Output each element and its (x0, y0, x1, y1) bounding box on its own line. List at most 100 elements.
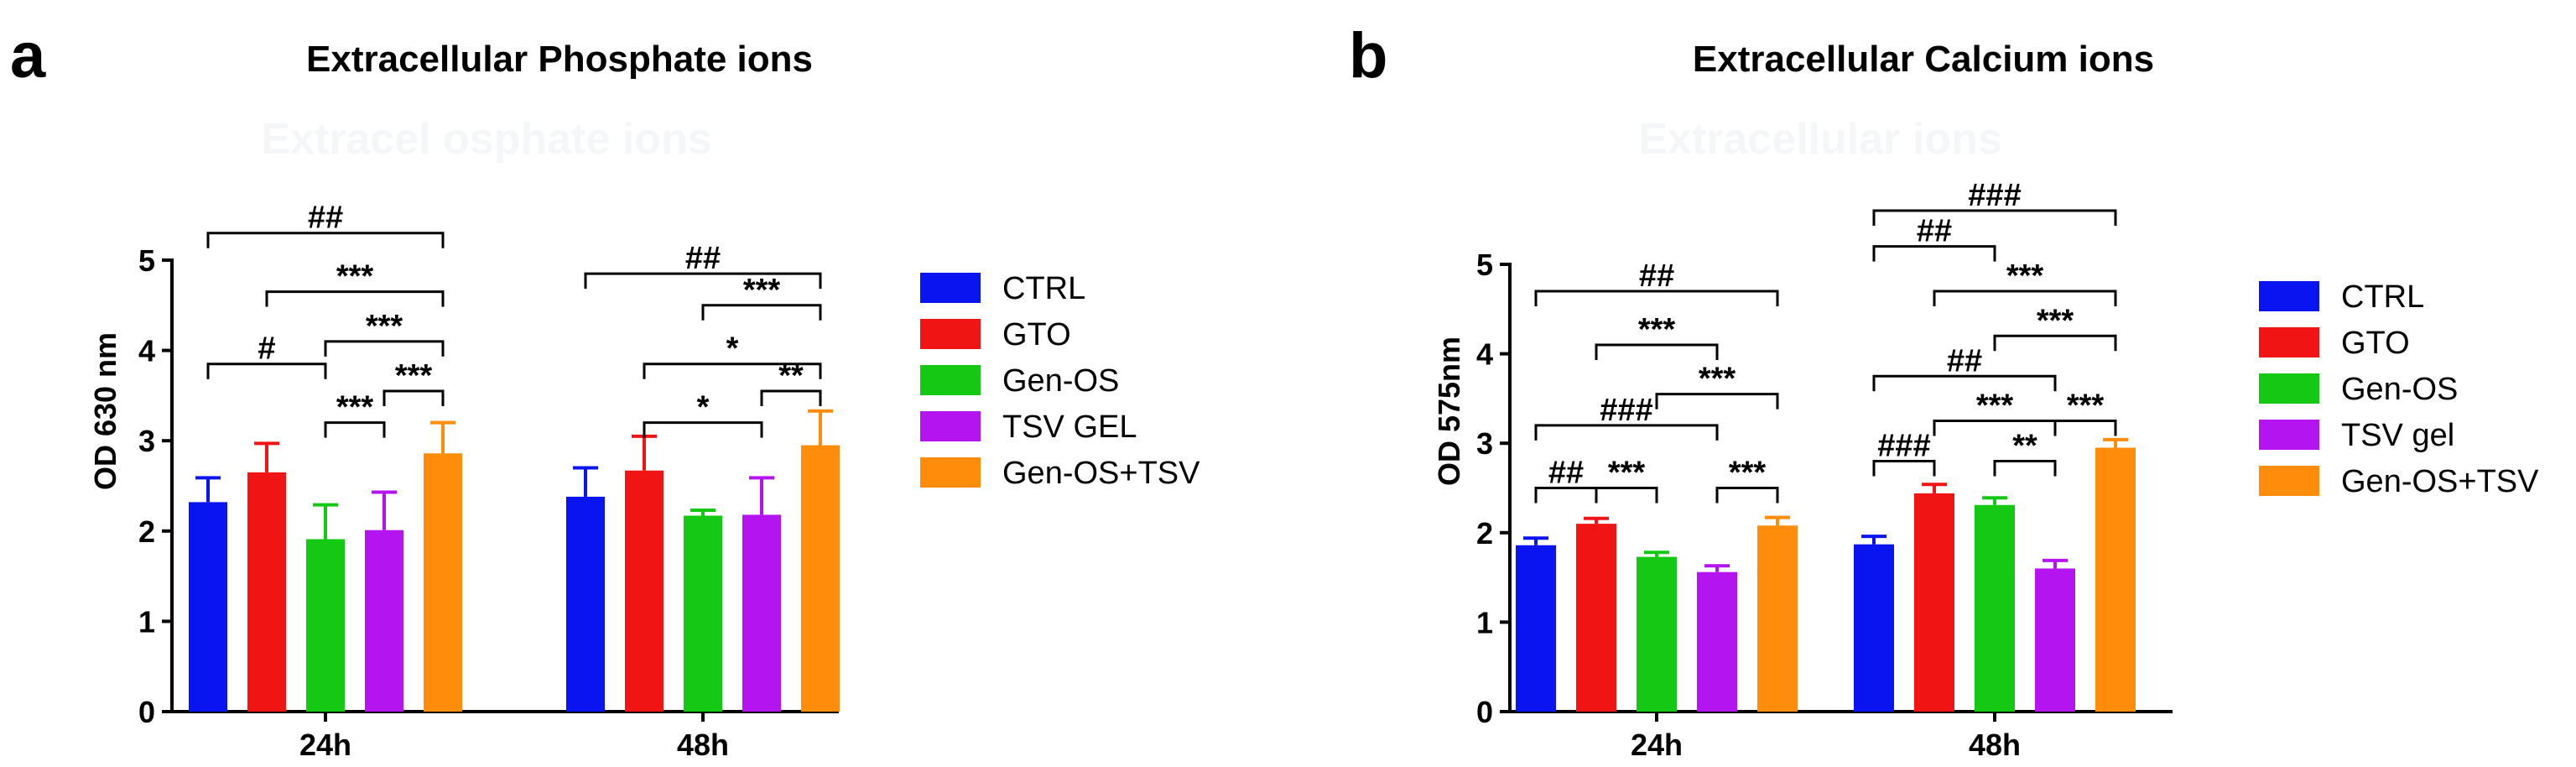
sig-bracket-b (1595, 343, 1719, 360)
legend-swatch-a (920, 411, 981, 441)
legend-swatch-b (2259, 420, 2319, 450)
sig-bracket-b (1655, 393, 1779, 410)
sig-bracket-a (324, 340, 445, 357)
bar-a-gen-os-tsv-24h (424, 453, 462, 712)
legend-swatch-a (920, 457, 981, 488)
x-tick-label-a: 24h (299, 728, 351, 762)
sig-bracket-b (1933, 290, 2117, 306)
sig-bracket-a (643, 363, 822, 379)
sig-label-b: ** (2012, 429, 2037, 464)
chart-title-a: Extracellular Phosphate ions (306, 39, 813, 80)
legend-label-b: Gen-OS (2341, 372, 2458, 407)
legend-swatch-b (2259, 327, 2319, 357)
sig-bracket-b (1872, 209, 2117, 227)
legend-label-b: GTO (2341, 326, 2410, 361)
bar-a-gen-os-24h (306, 539, 345, 712)
y-tick-label-b: 4 (1476, 337, 1493, 372)
bar-a-ctrl-48h (566, 496, 605, 712)
sig-bracket-a (584, 272, 822, 290)
sig-label-b: ### (1968, 178, 2021, 213)
sig-bracket-a (760, 389, 822, 407)
legend-label-a: CTRL (1002, 271, 1085, 306)
y-tick-label-b: 5 (1476, 248, 1493, 282)
y-tick-label-a: 5 (138, 243, 155, 278)
sig-bracket-a (643, 421, 763, 438)
legend-label-b: Gen-OS+TSV (2341, 464, 2539, 499)
sig-label-b: *** (1976, 389, 2014, 424)
sig-bracket-b (1993, 460, 2057, 477)
bar-b-gen-os-tsv-24h (1757, 525, 1798, 712)
bar-a-gto-24h (247, 472, 286, 712)
sig-label-b: *** (1699, 362, 1736, 397)
bar-b-tsv-gel-24h (1697, 571, 1737, 712)
sig-label-a: *** (366, 309, 403, 344)
sig-label-b: ### (1877, 429, 1930, 464)
y-tick-label-a: 4 (138, 334, 155, 368)
panel-letter-a: a (10, 20, 46, 91)
bar-a-gto-48h (625, 470, 664, 712)
bar-b-tsv-gel-48h (2035, 568, 2075, 712)
y-tick-label-b: 0 (1476, 695, 1493, 729)
sig-bracket-a (701, 304, 822, 321)
y-tick-label-b: 3 (1476, 426, 1493, 461)
y-tick-label-b: 2 (1476, 516, 1493, 550)
bar-a-tsv-gel-24h (365, 530, 403, 712)
x-tick-label-b: 48h (1969, 728, 2021, 762)
legend-label-a: Gen-OS (1002, 363, 1119, 399)
y-tick-label-a: 2 (138, 514, 155, 549)
legend-label-a: GTO (1002, 317, 1071, 352)
sig-label-b: ## (1639, 258, 1674, 294)
sig-bracket-b (1933, 420, 2057, 436)
sig-label-a: * (697, 390, 710, 425)
sig-bracket-a (382, 389, 445, 407)
y-tick-label-a: 0 (138, 695, 155, 729)
sig-bracket-b (1595, 487, 1658, 504)
legend-swatch-a (920, 273, 981, 303)
sig-label-b: *** (2037, 303, 2074, 338)
sig-label-b: ## (1947, 343, 1982, 378)
panel-letter-b: b (1349, 20, 1387, 91)
sig-label-b: *** (1729, 456, 1767, 491)
legend-swatch-b (2259, 281, 2319, 311)
sig-bracket-b (1872, 245, 1996, 262)
bar-b-gen-os-tsv-48h (2095, 447, 2136, 712)
bar-b-gto-24h (1576, 524, 1616, 712)
bar-b-gen-os-48h (1975, 504, 2015, 712)
x-tick-label-a: 48h (677, 728, 729, 762)
sig-bracket-b (1534, 290, 1779, 306)
bar-a-ctrl-24h (189, 502, 227, 712)
ghost-title-a: Extracel osphate ions (261, 115, 712, 164)
y-tick-label-a: 3 (138, 424, 155, 458)
sig-label-b: ## (1548, 456, 1584, 491)
y-tick-label-b: 1 (1476, 605, 1493, 639)
sig-bracket-a (265, 290, 445, 307)
bar-a-gen-os-tsv-48h (801, 445, 840, 712)
x-tick-label-b: 24h (1631, 728, 1683, 762)
sig-label-a: *** (336, 390, 374, 425)
sig-bracket-b (1993, 334, 2117, 352)
sig-label-b: *** (1608, 456, 1646, 491)
y-tick-label-a: 1 (138, 604, 155, 639)
sig-bracket-a (206, 232, 445, 248)
sig-label-a: *** (743, 273, 781, 308)
legend-label-a: Gen-OS+TSV (1002, 456, 1200, 491)
sig-label-b: *** (2067, 389, 2105, 424)
chart-title-b: Extracellular Calcium ions (1693, 39, 2154, 80)
legend-label-b: CTRL (2341, 279, 2424, 315)
sig-label-b: *** (1638, 312, 1676, 347)
y-axis-label-b: OD 575nm (1432, 337, 1466, 486)
bar-a-gen-os-48h (684, 515, 722, 712)
sig-bracket-b (1872, 460, 1936, 477)
sig-label-b: *** (2006, 258, 2044, 294)
bar-a-tsv-gel-48h (742, 514, 781, 712)
sig-label-a: # (258, 331, 275, 367)
bar-b-ctrl-24h (1516, 545, 1556, 712)
sig-bracket-b (1534, 424, 1719, 441)
bar-b-gen-os-24h (1637, 556, 1677, 712)
sig-label-a: ## (685, 241, 721, 276)
legend-swatch-b (2259, 373, 2319, 404)
legend-swatch-a (920, 365, 981, 395)
